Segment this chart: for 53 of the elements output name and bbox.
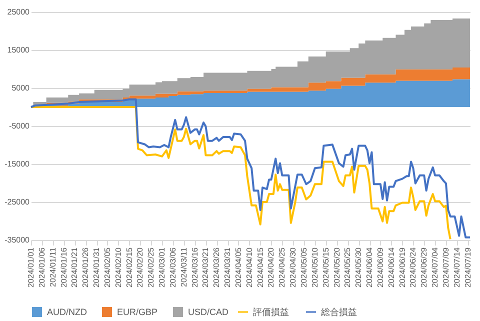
- y-tick-label: 15000: [7, 46, 30, 54]
- x-tick-label: 2024/01/31: [92, 246, 102, 288]
- x-tick-label: 2024/02/05: [102, 246, 112, 288]
- legend-label: USD/CAD: [188, 307, 230, 317]
- x-tick-label: 2024/04/20: [266, 246, 276, 288]
- y-tick-label: 5000: [12, 84, 30, 92]
- x-tick-label: 2024/04/15: [256, 246, 265, 288]
- x-tick-label: 2024/05/30: [354, 246, 364, 288]
- x-tick-label: 2024/05/10: [310, 246, 320, 288]
- legend-label: EUR/GBP: [117, 307, 158, 317]
- x-tick-label: 2024/05/25: [343, 246, 352, 288]
- x-tick-label: 2024/04/05: [234, 246, 243, 288]
- x-tick-label: 2024/02/20: [136, 246, 145, 288]
- legend-label: 総合損益: [320, 307, 357, 317]
- x-tick-label: 2024/03/31: [223, 246, 232, 288]
- x-tick-label: 2024/05/05: [300, 246, 309, 288]
- legend-label: 評価損益: [253, 307, 289, 317]
- legend-label: AUD/NZD: [47, 307, 88, 317]
- x-tick-label: 2024/04/10: [244, 246, 254, 288]
- x-tick-label: 2024/06/09: [376, 246, 385, 288]
- y-tick-label: -35000: [4, 236, 30, 244]
- x-tick-label: 2024/06/29: [420, 246, 429, 288]
- x-tick-label: 2024/07/14: [452, 246, 462, 288]
- x-tick-label: 2024/07/09: [441, 246, 450, 288]
- x-tick-label: 2024/03/26: [212, 246, 222, 288]
- y-tick-label: -25000: [4, 198, 30, 206]
- y-tick-label: 25000: [7, 8, 30, 16]
- x-tick-label: 2024/05/20: [332, 246, 342, 288]
- x-tick-label: 2024/04/25: [278, 246, 287, 288]
- x-tick-label: 2024/02/15: [124, 246, 134, 288]
- x-tick-label: 2024/06/14: [386, 246, 396, 288]
- x-tick-label: 2024/06/19: [398, 246, 407, 288]
- x-tick-label: 2024/01/16: [59, 246, 68, 288]
- x-tick-label: 2024/01/06: [37, 246, 46, 288]
- x-tick-label: 2024/04/30: [288, 246, 298, 288]
- x-tick-label: 2024/06/24: [408, 246, 418, 288]
- x-tick-label: 2024/01/26: [81, 246, 90, 288]
- x-tick-label: 2024/03/01: [158, 246, 167, 288]
- x-tick-label: 2024/01/21: [70, 246, 80, 288]
- x-tick-label: 2024/01/01: [26, 246, 36, 288]
- x-tick-label: 2024/03/06: [168, 246, 178, 288]
- x-tick-label: 2024/01/11: [48, 246, 58, 287]
- x-tick-label: 2024/02/25: [146, 246, 156, 288]
- x-tick-label: 2024/03/16: [190, 246, 200, 288]
- x-tick-label: 2024/02/10: [114, 246, 123, 288]
- y-tick-label: -15000: [4, 160, 30, 168]
- x-tick-label: 2024/03/11: [179, 246, 188, 287]
- x-tick-label: 2024/05/15: [321, 246, 330, 288]
- y-tick-label: -5000: [9, 122, 30, 130]
- x-tick-label: 2024/07/04: [430, 246, 440, 288]
- x-tick-label: 2024/03/21: [201, 246, 210, 288]
- x-tick-label: 2024/06/04: [365, 246, 374, 288]
- x-tick-label: 2024/07/19: [463, 246, 472, 288]
